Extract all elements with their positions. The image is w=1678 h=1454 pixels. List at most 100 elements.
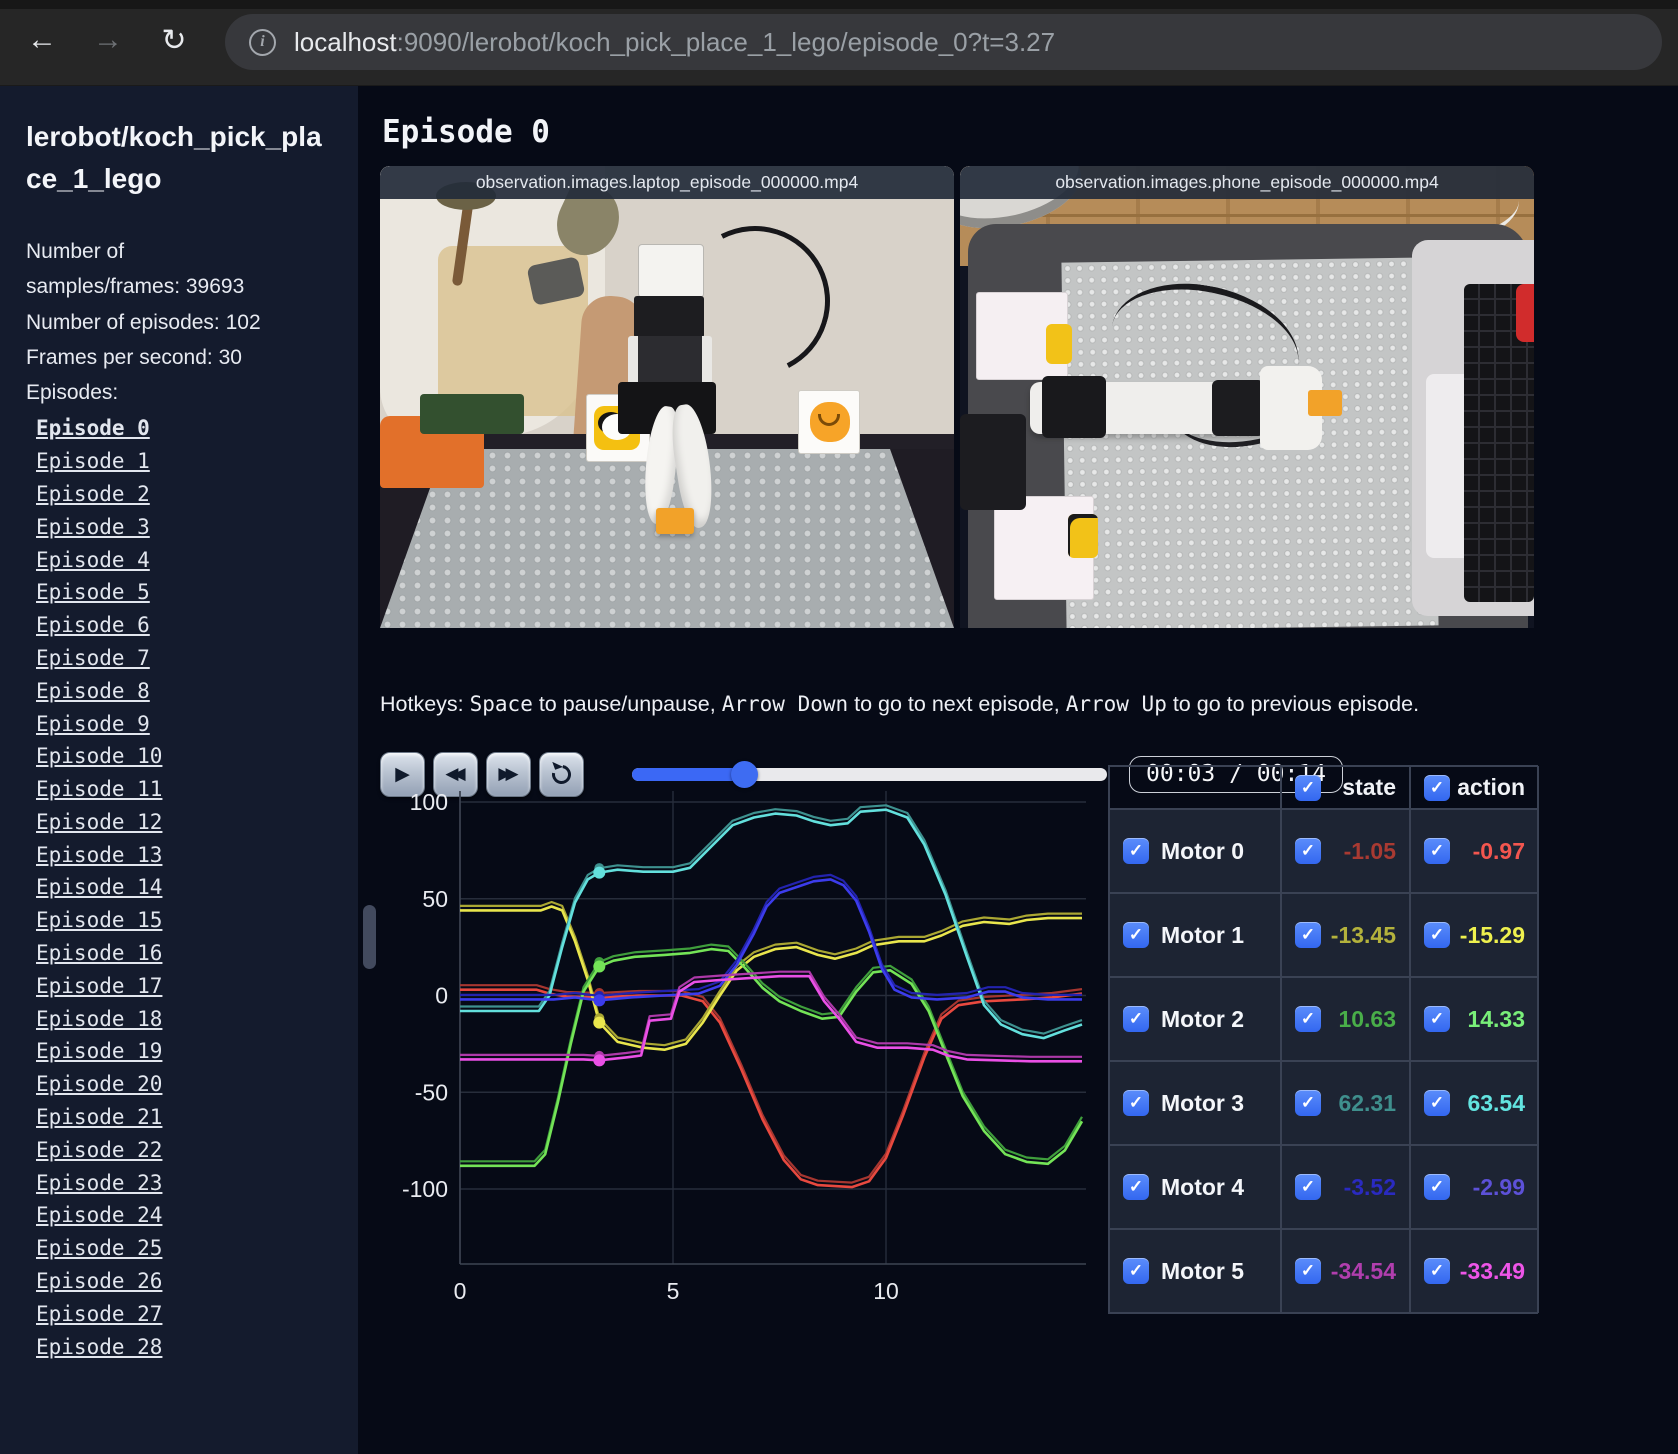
checkbox-action-all[interactable]: ✓ bbox=[1424, 774, 1450, 801]
checkbox-state-all[interactable]: ✓ bbox=[1295, 774, 1321, 801]
sidebar: lerobot/koch_pick_place_1_lego Number of… bbox=[0, 86, 358, 1454]
motor-label: Motor 4 bbox=[1161, 1173, 1245, 1200]
checkbox-motor-2-state[interactable]: ✓ bbox=[1295, 1006, 1321, 1032]
y-tick-label: 100 bbox=[410, 791, 448, 815]
checkbox-motor-2-action[interactable]: ✓ bbox=[1424, 1006, 1450, 1032]
chart-series-0 bbox=[460, 984, 1083, 1189]
sidebar-item-episode-18[interactable]: Episode 18 bbox=[36, 1006, 163, 1031]
site-info-icon[interactable]: i bbox=[249, 28, 276, 56]
video-laptop-camera[interactable]: observation.images.laptop_episode_000000… bbox=[380, 166, 954, 628]
sidebar-item-episode-27[interactable]: Episode 27 bbox=[36, 1301, 163, 1326]
checkbox-motor-1[interactable]: ✓ bbox=[1123, 922, 1149, 948]
chart-series-4 bbox=[460, 873, 1082, 1007]
yellow-sticker-top bbox=[1046, 324, 1072, 364]
sidebar-item-episode-9[interactable]: Episode 9 bbox=[36, 711, 150, 736]
back-icon[interactable]: ← bbox=[27, 23, 57, 56]
hotkey-arrow-down: Arrow Down bbox=[721, 692, 849, 716]
orange-lego-brick-top bbox=[1308, 390, 1342, 416]
sidebar-item-episode-15[interactable]: Episode 15 bbox=[36, 908, 163, 933]
motor-label: Motor 3 bbox=[1161, 1089, 1245, 1116]
sidebar-item-episode-17[interactable]: Episode 17 bbox=[36, 973, 163, 998]
episode-list: Episode 0 Episode 1 Episode 2 Episode 3 Epis… bbox=[36, 412, 358, 1363]
sidebar-item-episode-1[interactable]: Episode 1 bbox=[36, 449, 150, 474]
state-column-label: state bbox=[1342, 774, 1396, 800]
rewind-button[interactable]: ◀◀ bbox=[433, 751, 478, 797]
sidebar-item-episode-19[interactable]: Episode 19 bbox=[36, 1039, 163, 1064]
checkbox-motor-4-state[interactable]: ✓ bbox=[1295, 1174, 1321, 1200]
sidebar-item-episode-8[interactable]: Episode 8 bbox=[36, 678, 150, 703]
action-line bbox=[460, 905, 1082, 1052]
fast-forward-icon: ▶▶ bbox=[498, 764, 518, 783]
motor-name-cell: ✓ Motor 3 bbox=[1109, 1061, 1281, 1145]
action-value: 14.33 bbox=[1467, 1005, 1525, 1032]
fast-forward-button[interactable]: ▶▶ bbox=[486, 751, 531, 797]
sidebar-item-episode-11[interactable]: Episode 11 bbox=[36, 777, 163, 802]
state-value-cell: ✓ -13.45 bbox=[1281, 893, 1410, 977]
checkbox-motor-4-action[interactable]: ✓ bbox=[1424, 1174, 1450, 1200]
hug-emoji-smile bbox=[818, 414, 840, 426]
hotkeys-mid1: to pause/unpause, bbox=[532, 692, 722, 716]
url-bar[interactable]: i localhost:9090/lerobot/koch_pick_place… bbox=[225, 14, 1662, 70]
main-content: Episode 0 observation.images.laptop_epis… bbox=[358, 86, 1678, 1454]
sidebar-item-episode-0[interactable]: Episode 0 bbox=[36, 416, 150, 441]
sidebar-item-episode-10[interactable]: Episode 10 bbox=[36, 744, 163, 769]
checkbox-motor-5-action[interactable]: ✓ bbox=[1424, 1258, 1450, 1284]
state-value: 10.63 bbox=[1338, 1005, 1396, 1032]
checkbox-motor-4[interactable]: ✓ bbox=[1123, 1174, 1149, 1200]
action-line bbox=[460, 878, 1082, 1002]
hotkeys-mid2: to go to next episode, bbox=[848, 692, 1066, 716]
dataset-title: lerobot/koch_pick_place_1_lego bbox=[26, 121, 322, 194]
sidebar-item-episode-13[interactable]: Episode 13 bbox=[36, 842, 163, 867]
orange-lego-brick bbox=[656, 508, 694, 534]
state-value: -34.54 bbox=[1330, 1257, 1396, 1284]
checkbox-motor-0-state[interactable]: ✓ bbox=[1295, 838, 1321, 864]
sidebar-item-episode-20[interactable]: Episode 20 bbox=[36, 1072, 163, 1097]
hotkey-arrow-up: Arrow Up bbox=[1065, 692, 1167, 716]
sidebar-item-episode-24[interactable]: Episode 24 bbox=[36, 1203, 163, 1228]
checkbox-motor-3-state[interactable]: ✓ bbox=[1295, 1090, 1321, 1116]
scrollbar-thumb[interactable] bbox=[363, 905, 376, 969]
play-button[interactable]: ▶ bbox=[380, 751, 425, 797]
checkbox-motor-1-action[interactable]: ✓ bbox=[1424, 922, 1450, 948]
chart-series-1 bbox=[460, 900, 1082, 1052]
sidebar-item-episode-23[interactable]: Episode 23 bbox=[36, 1170, 163, 1195]
sidebar-item-episode-26[interactable]: Episode 26 bbox=[36, 1269, 163, 1294]
checkbox-motor-3[interactable]: ✓ bbox=[1123, 1090, 1149, 1116]
checkbox-motor-0[interactable]: ✓ bbox=[1123, 838, 1149, 864]
checkbox-motor-1-state[interactable]: ✓ bbox=[1295, 922, 1321, 948]
checkbox-motor-5[interactable]: ✓ bbox=[1123, 1258, 1149, 1284]
sidebar-item-episode-7[interactable]: Episode 7 bbox=[36, 645, 150, 670]
sidebar-item-episode-28[interactable]: Episode 28 bbox=[36, 1334, 163, 1359]
sidebar-item-episode-25[interactable]: Episode 25 bbox=[36, 1236, 163, 1261]
action-value-cell: ✓ -2.99 bbox=[1410, 1145, 1539, 1229]
current-time-dot bbox=[593, 1054, 606, 1067]
sidebar-item-episode-3[interactable]: Episode 3 bbox=[36, 514, 150, 539]
checkbox-motor-3-action[interactable]: ✓ bbox=[1424, 1090, 1450, 1116]
checkbox-motor-2[interactable]: ✓ bbox=[1123, 1006, 1149, 1032]
sidebar-item-episode-5[interactable]: Episode 5 bbox=[36, 580, 150, 605]
video-phone-camera[interactable]: observation.images.phone_episode_000000.… bbox=[960, 166, 1534, 628]
action-value: -15.29 bbox=[1459, 921, 1525, 948]
sidebar-item-episode-2[interactable]: Episode 2 bbox=[36, 481, 150, 506]
loop-button[interactable] bbox=[539, 751, 584, 797]
sidebar-item-episode-4[interactable]: Episode 4 bbox=[36, 547, 150, 572]
sidebar-item-episode-14[interactable]: Episode 14 bbox=[36, 875, 163, 900]
sidebar-item-episode-12[interactable]: Episode 12 bbox=[36, 809, 163, 834]
sidebar-item-episode-6[interactable]: Episode 6 bbox=[36, 613, 150, 638]
state-line bbox=[460, 984, 1083, 1184]
seek-slider[interactable] bbox=[632, 760, 1107, 788]
sidebar-item-episode-21[interactable]: Episode 21 bbox=[36, 1105, 163, 1130]
checkbox-motor-0-action[interactable]: ✓ bbox=[1424, 838, 1450, 864]
reload-icon[interactable]: ↻ bbox=[161, 23, 187, 57]
current-time-dot bbox=[593, 960, 606, 973]
table-row: ✓ Motor 0 ✓ -1.05 ✓ -0.97 bbox=[1109, 809, 1539, 893]
table-row: ✓ Motor 3 ✓ 62.31 ✓ 63.54 bbox=[1109, 1061, 1539, 1145]
seek-slider-thumb[interactable] bbox=[730, 760, 758, 788]
action-value: -2.99 bbox=[1472, 1173, 1525, 1200]
url-text[interactable]: localhost:9090/lerobot/koch_pick_place_1… bbox=[294, 26, 1056, 57]
sidebar-item-episode-16[interactable]: Episode 16 bbox=[36, 941, 163, 966]
forward-icon[interactable]: → bbox=[93, 23, 123, 56]
sidebar-item-episode-22[interactable]: Episode 22 bbox=[36, 1137, 163, 1162]
robot-joint-1 bbox=[1042, 376, 1106, 438]
checkbox-motor-5-state[interactable]: ✓ bbox=[1295, 1258, 1321, 1284]
